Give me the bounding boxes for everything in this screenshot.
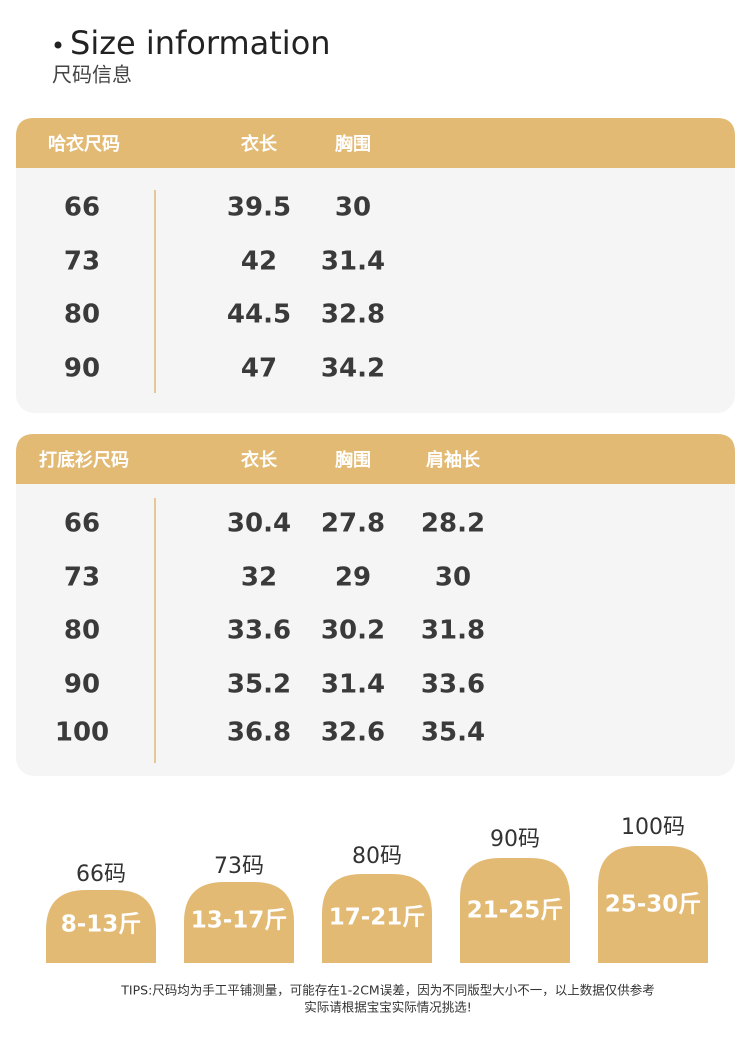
table-cell: 31.4 <box>321 247 385 277</box>
table-cell: 42 <box>241 247 277 277</box>
table-cell: 100 <box>55 718 109 748</box>
table-cell: 35.2 <box>227 670 291 700</box>
table-cell: 30.4 <box>227 509 291 539</box>
table-header: 衣长 <box>241 449 278 471</box>
table-card <box>16 434 735 776</box>
weight-tab <box>460 858 570 963</box>
table-cell: 32.8 <box>321 300 385 330</box>
table-cell: 32 <box>241 563 277 593</box>
weight-tab <box>598 846 708 963</box>
weight-range: 25-30斤 <box>605 892 702 918</box>
weight-tab <box>184 882 294 963</box>
weight-size: 66码 <box>76 862 126 887</box>
table-cell: 66 <box>64 509 100 539</box>
table-header: 哈衣尺码 <box>48 133 120 155</box>
table-cell: 73 <box>64 247 100 277</box>
weight-size: 73码 <box>214 854 264 879</box>
table-cell: 39.5 <box>227 193 291 223</box>
table-card <box>16 118 735 413</box>
table-header: 肩袖长 <box>426 449 481 471</box>
table-cell: 30 <box>335 193 371 223</box>
title: Size information <box>70 24 331 62</box>
table-cell: 66 <box>64 193 100 223</box>
weight-size: 100码 <box>621 815 685 840</box>
subtitle: 尺码信息 <box>52 63 132 87</box>
table-cell: 27.8 <box>321 509 385 539</box>
tips-line: TIPS:尺码均为手工平铺测量，可能存在1-2CM误差，因为不同版型大小不一，以… <box>120 983 654 998</box>
weight-size: 80码 <box>352 844 402 869</box>
table-header: 胸围 <box>335 133 371 155</box>
table-header: 胸围 <box>335 449 371 471</box>
table-header: 衣长 <box>241 133 278 155</box>
table-cell: 80 <box>64 616 100 646</box>
table-cell: 90 <box>64 670 100 700</box>
table-cell: 36.8 <box>227 718 291 748</box>
weight-range: 21-25斤 <box>467 898 564 924</box>
table-header: 打底衫尺码 <box>39 449 129 471</box>
table-cell: 30 <box>435 563 471 593</box>
tips-line: 实际请根据宝宝实际情况挑选! <box>304 1000 472 1015</box>
weight-size: 90码 <box>490 827 540 852</box>
weight-range: 17-21斤 <box>329 905 426 931</box>
weight-range: 8-13斤 <box>61 912 142 938</box>
weight-range: 13-17斤 <box>191 908 288 934</box>
table-cell: 44.5 <box>227 300 291 330</box>
table-cell: 73 <box>64 563 100 593</box>
table-cell: 28.2 <box>421 509 485 539</box>
table-cell: 33.6 <box>227 616 291 646</box>
table-cell: 33.6 <box>421 670 485 700</box>
table-cell: 35.4 <box>421 718 485 748</box>
table-cell: 34.2 <box>321 354 385 384</box>
table-cell: 90 <box>64 354 100 384</box>
table-header-band <box>16 434 735 484</box>
weight-tab <box>322 874 432 963</box>
table-header-band <box>16 118 735 168</box>
table-cell: 29 <box>335 563 371 593</box>
table-cell: 31.4 <box>321 670 385 700</box>
table-cell: 30.2 <box>321 616 385 646</box>
table-cell: 31.8 <box>421 616 485 646</box>
bullet <box>54 41 62 49</box>
table-cell: 80 <box>64 300 100 330</box>
table-cell: 47 <box>241 354 277 384</box>
table-cell: 32.6 <box>321 718 385 748</box>
weight-tab <box>46 890 156 963</box>
